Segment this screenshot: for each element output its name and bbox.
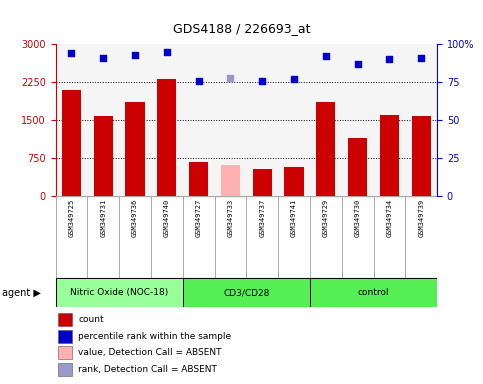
Text: GDS4188 / 226693_at: GDS4188 / 226693_at xyxy=(173,22,310,35)
Point xyxy=(227,74,234,81)
Bar xyxy=(221,165,240,196)
Text: GSM349739: GSM349739 xyxy=(418,198,424,237)
Text: GSM349733: GSM349733 xyxy=(227,198,233,237)
Text: count: count xyxy=(78,315,104,324)
Bar xyxy=(126,102,144,196)
Bar xyxy=(412,116,431,196)
Text: GSM349725: GSM349725 xyxy=(69,198,74,237)
Bar xyxy=(57,313,72,326)
Text: GSM349740: GSM349740 xyxy=(164,198,170,237)
Text: GSM349730: GSM349730 xyxy=(355,198,361,237)
Point xyxy=(68,50,75,56)
Text: CD3/CD28: CD3/CD28 xyxy=(223,288,270,297)
Point xyxy=(258,78,266,84)
Bar xyxy=(57,330,72,343)
Text: rank, Detection Call = ABSENT: rank, Detection Call = ABSENT xyxy=(78,365,217,374)
Bar xyxy=(94,116,113,196)
Text: GSM349741: GSM349741 xyxy=(291,198,297,237)
Point xyxy=(195,78,202,84)
Text: GSM349734: GSM349734 xyxy=(386,198,392,237)
Bar xyxy=(316,102,335,196)
Bar xyxy=(380,116,399,196)
Point xyxy=(290,76,298,82)
Point xyxy=(131,52,139,58)
Bar xyxy=(62,90,81,196)
Point xyxy=(99,55,107,61)
Text: GSM349727: GSM349727 xyxy=(196,198,201,237)
Point xyxy=(322,53,330,60)
Point xyxy=(385,56,393,62)
Bar xyxy=(56,278,183,307)
Text: GSM349737: GSM349737 xyxy=(259,198,265,237)
Bar xyxy=(189,162,208,196)
Point xyxy=(417,55,425,61)
Text: control: control xyxy=(358,288,389,297)
Bar xyxy=(183,278,310,307)
Bar xyxy=(57,363,72,376)
Text: value, Detection Call = ABSENT: value, Detection Call = ABSENT xyxy=(78,348,222,357)
Text: GSM349736: GSM349736 xyxy=(132,198,138,237)
Point xyxy=(163,49,170,55)
Bar xyxy=(348,138,367,196)
Bar xyxy=(253,169,272,196)
Bar xyxy=(157,79,176,196)
Text: Nitric Oxide (NOC-18): Nitric Oxide (NOC-18) xyxy=(70,288,168,297)
Bar xyxy=(310,278,437,307)
Bar xyxy=(57,346,72,359)
Text: GSM349729: GSM349729 xyxy=(323,198,329,237)
Point xyxy=(354,61,361,67)
Text: GSM349731: GSM349731 xyxy=(100,198,106,237)
Bar xyxy=(284,167,303,196)
Text: agent ▶: agent ▶ xyxy=(2,288,41,298)
Text: percentile rank within the sample: percentile rank within the sample xyxy=(78,332,231,341)
